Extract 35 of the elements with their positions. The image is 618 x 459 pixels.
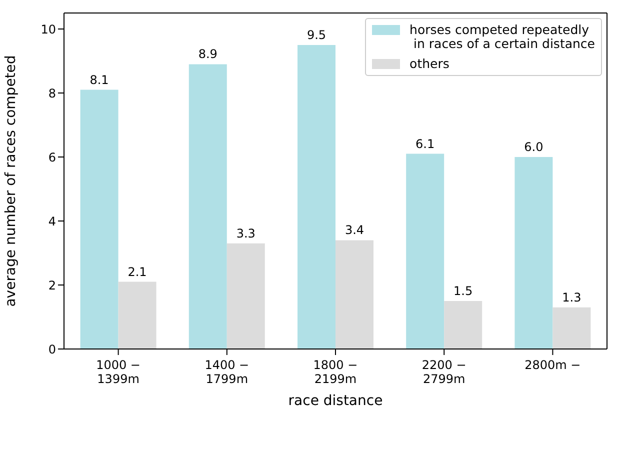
bar	[406, 154, 444, 349]
data-label: 9.5	[306, 28, 326, 42]
y-tick-label: 10	[40, 22, 56, 36]
data-label: 3.4	[344, 223, 364, 238]
data-label: 2.1	[128, 264, 147, 279]
x-axis-title: race distance	[288, 393, 383, 409]
y-tick-label: 2	[48, 278, 56, 292]
legend-label: horses competed repeatedly in races of a certain distance	[410, 22, 595, 51]
y-tick-label: 4	[48, 214, 56, 228]
y-tick-label: 0	[48, 342, 56, 356]
bar	[80, 90, 118, 349]
bar	[552, 307, 591, 349]
data-label: 6.0	[524, 140, 544, 154]
data-label: 8.1	[90, 72, 109, 87]
data-label: 1.5	[454, 284, 473, 298]
y-tick-label: 8	[48, 86, 56, 100]
bar	[297, 45, 336, 349]
data-label: 1.3	[562, 290, 582, 304]
x-tick-label: 1400 − 1799m	[204, 358, 250, 386]
data-label: 3.3	[236, 226, 256, 240]
bar	[335, 240, 374, 349]
y-tick-label: 6	[48, 150, 56, 164]
x-tick-label: 1000 − 1399m	[96, 358, 141, 386]
bar	[118, 282, 156, 349]
y-axis-title: average number of races competed	[2, 55, 19, 307]
bar	[226, 243, 265, 349]
x-tick-label: 1800 − 2199m	[313, 358, 358, 386]
bar	[444, 301, 482, 349]
legend-label: others	[410, 56, 450, 71]
bar	[188, 64, 227, 349]
x-tick-label: 2800m −	[524, 358, 581, 372]
data-label: 6.1	[416, 136, 435, 151]
data-label: 8.9	[198, 47, 218, 62]
x-tick-label: 2200 − 2799m	[422, 358, 466, 386]
bar	[514, 157, 553, 349]
